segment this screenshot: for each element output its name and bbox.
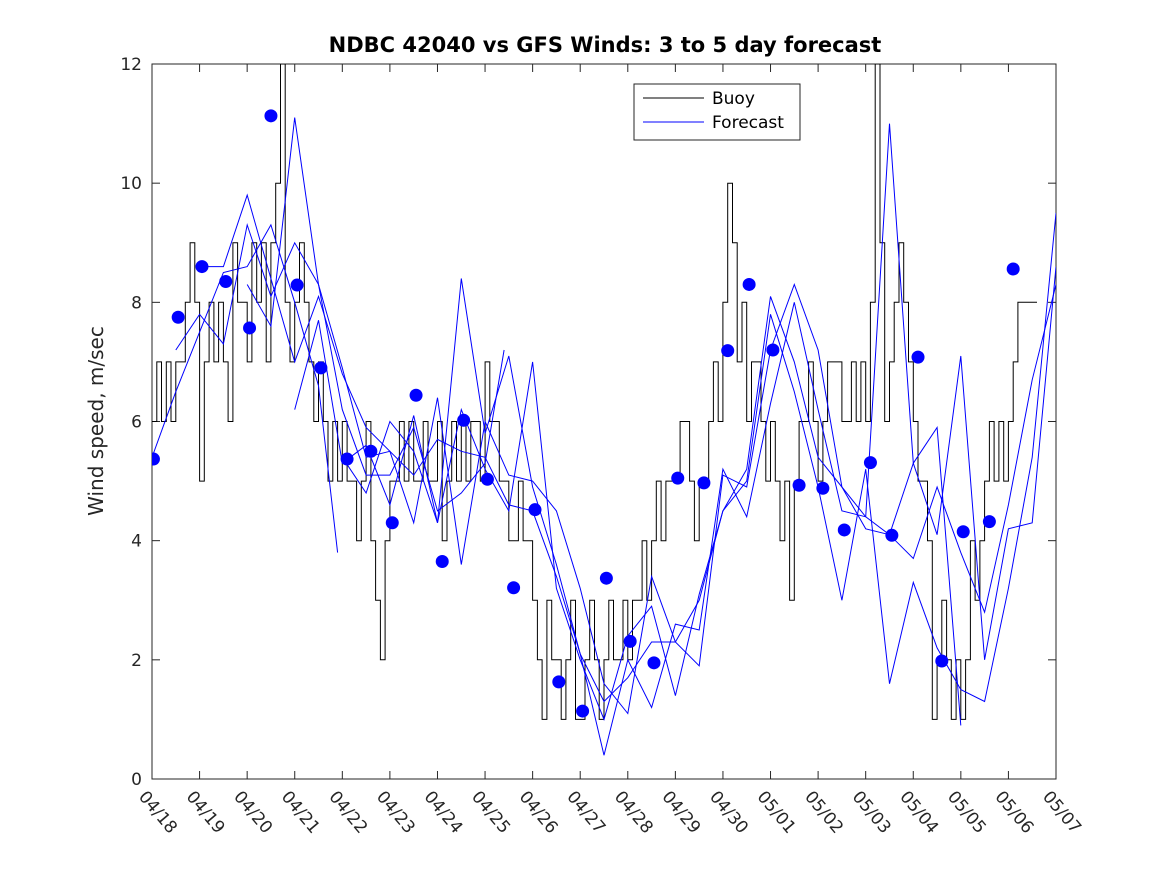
forecast-series-line	[246, 117, 1056, 715]
y-tick-label: 2	[131, 651, 142, 671]
legend: Buoy Forecast	[633, 83, 801, 141]
forecast-marker	[792, 478, 806, 492]
forecast-marker	[816, 481, 830, 495]
forecast-marker	[264, 109, 278, 123]
forecast-series-line	[294, 212, 1056, 721]
forecast-marker	[935, 654, 949, 668]
forecast-marker	[219, 274, 233, 288]
forecast-marker	[863, 456, 877, 470]
forecast-series-line	[341, 123, 962, 756]
forecast-marker	[599, 571, 613, 585]
forecast-marker	[721, 344, 735, 358]
forecast-marker	[982, 515, 996, 529]
legend-box	[633, 83, 801, 141]
forecast-marker	[435, 555, 449, 569]
y-tick-label: 6	[131, 413, 142, 433]
forecast-marker	[409, 388, 423, 402]
forecast-marker	[314, 361, 328, 375]
forecast-marker	[766, 343, 780, 357]
forecast-marker	[885, 528, 899, 542]
forecast-marker	[507, 581, 521, 595]
forecast-marker	[152, 452, 160, 466]
forecast-marker	[457, 413, 471, 427]
buoy-series-line	[152, 64, 1037, 720]
chart-title: NDBC 42040 vs GFS Winds: 3 to 5 day fore…	[329, 33, 882, 57]
forecast-marker	[956, 525, 970, 539]
forecast-marker	[340, 452, 354, 466]
forecast-marker	[528, 503, 542, 517]
forecast-marker	[364, 444, 378, 458]
forecast-marker	[552, 675, 566, 689]
forecast-series-line	[199, 193, 1056, 703]
forecast-series-line	[175, 222, 505, 512]
forecast-marker	[171, 310, 185, 324]
y-axis-label: Wind speed, m/sec	[84, 326, 108, 516]
forecast-marker	[195, 260, 209, 274]
data-layer	[152, 64, 1056, 756]
forecast-marker	[742, 277, 756, 291]
forecast-marker	[671, 471, 685, 485]
forecast-marker	[837, 523, 851, 537]
forecast-marker	[576, 704, 590, 718]
forecast-marker	[623, 634, 637, 648]
forecast-marker	[243, 321, 257, 335]
forecast-marker	[911, 350, 925, 364]
y-tick-label: 10	[120, 174, 142, 194]
legend-label: Buoy	[712, 89, 755, 109]
forecast-marker	[647, 656, 661, 670]
forecast-marker	[385, 516, 399, 530]
y-tick-label: 4	[131, 532, 142, 552]
forecast-marker	[290, 278, 304, 292]
legend-label: Forecast	[712, 113, 784, 133]
y-tick-label: 12	[120, 55, 142, 75]
forecast-series-line	[152, 223, 339, 553]
forecast-marker	[1006, 262, 1020, 276]
y-tick-label: 8	[131, 293, 142, 313]
forecast-marker	[697, 476, 711, 490]
forecast-marker	[480, 472, 494, 486]
y-tick-label: 0	[131, 770, 142, 790]
